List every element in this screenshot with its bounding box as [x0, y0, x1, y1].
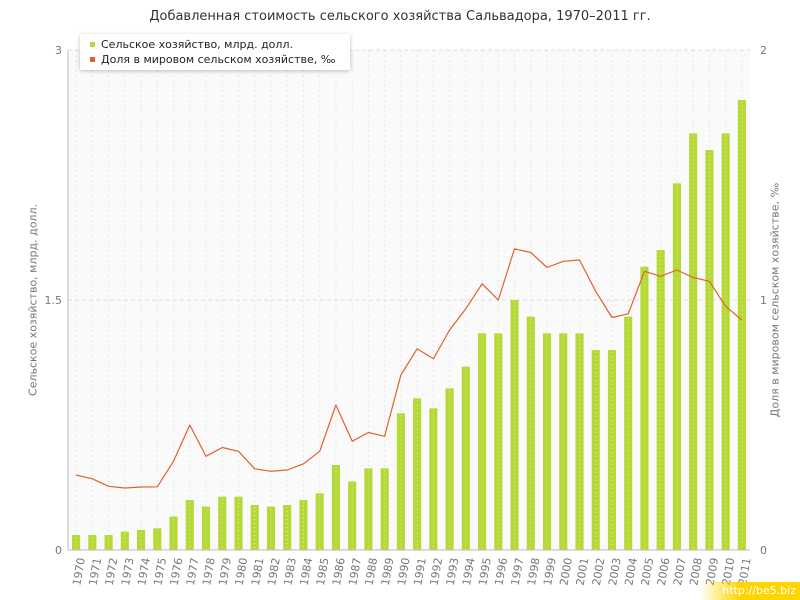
- y-axis-label-right: Доля в мировом сельском хозяйстве, ‰: [768, 182, 782, 418]
- bar: [169, 516, 178, 550]
- y-tick-label-left: 0: [55, 544, 62, 557]
- x-tick-label: 2007: [671, 557, 689, 587]
- bar: [299, 500, 308, 550]
- bar: [104, 535, 113, 550]
- x-tick-label: 1983: [281, 557, 299, 587]
- legend: Сельское хозяйство, млрд. долл. Доля в м…: [80, 34, 350, 70]
- bar: [461, 366, 470, 550]
- bar: [185, 500, 194, 550]
- y-tick-label-right: 0: [760, 544, 767, 557]
- x-tick-label: 2011: [736, 557, 754, 587]
- bar: [721, 133, 730, 551]
- bar: [120, 531, 129, 550]
- x-tick-label: 1996: [492, 557, 510, 587]
- legend-swatch-orange: [90, 56, 95, 62]
- bar: [591, 350, 600, 550]
- x-tick-label: 1970: [70, 557, 88, 587]
- x-tick-label: 1985: [314, 557, 332, 587]
- x-tick-label: 1993: [444, 557, 462, 587]
- y-tick-label-right: 1: [760, 294, 767, 307]
- x-tick-label: 2004: [622, 557, 640, 587]
- bar: [413, 398, 422, 550]
- bar: [364, 468, 373, 550]
- x-tick-label: 1979: [216, 557, 234, 587]
- bar: [478, 333, 487, 550]
- bar: [445, 388, 454, 550]
- bar: [624, 316, 633, 550]
- bar: [315, 493, 324, 550]
- x-tick-label: 2002: [590, 557, 608, 587]
- x-tick-label: 1984: [298, 557, 316, 587]
- bar: [689, 133, 698, 551]
- x-tick-label: 1995: [476, 557, 494, 587]
- x-tick-label: 1982: [265, 557, 283, 587]
- x-tick-label: 1973: [119, 557, 137, 587]
- x-tick-label: 1986: [330, 557, 348, 587]
- x-tick-label: 2008: [687, 557, 705, 587]
- x-tick-label: 1992: [428, 557, 446, 587]
- x-tick-label: 1981: [249, 557, 267, 587]
- bar: [201, 506, 211, 550]
- x-tick-label: 2009: [704, 557, 722, 587]
- x-tick-label: 2003: [606, 557, 624, 587]
- x-tick-label: 2005: [639, 557, 657, 587]
- y-tick-label-right: 2: [760, 44, 767, 57]
- x-tick-label: 1999: [541, 557, 559, 587]
- bar: [396, 413, 405, 550]
- x-tick-label: 2006: [655, 557, 673, 587]
- bar: [542, 333, 552, 550]
- bar: [266, 506, 276, 550]
- bar: [575, 333, 584, 550]
- bar: [705, 150, 714, 550]
- x-tick-label: 1971: [87, 557, 105, 587]
- y-axis-label-left: Сельское хозяйство, млрд. долл.: [26, 204, 40, 396]
- legend-item-agriculture[interactable]: Сельское хозяйство, млрд. долл.: [90, 38, 293, 51]
- x-tick-label: 1977: [184, 557, 202, 587]
- x-tick-label: 1991: [411, 557, 429, 587]
- series-line-world-share: [75, 248, 743, 489]
- legend-swatch-green: [90, 41, 95, 47]
- legend-label: Доля в мировом сельском хозяйстве, ‰: [101, 53, 336, 66]
- legend-item-world-share[interactable]: Доля в мировом сельском хозяйстве, ‰: [90, 53, 335, 66]
- x-tick-label: 1976: [168, 557, 186, 587]
- bar: [526, 316, 535, 550]
- bar: [380, 468, 389, 550]
- bar: [672, 183, 681, 551]
- bar: [88, 535, 97, 550]
- bar: [494, 333, 503, 550]
- bar: [737, 100, 746, 550]
- x-tick-label: 1990: [395, 557, 413, 587]
- x-tick-label: 1989: [379, 557, 397, 587]
- bar: [72, 535, 81, 550]
- y-tick-label-left: 3: [55, 44, 62, 57]
- x-tick-label: 1980: [233, 557, 251, 587]
- x-tick-label: 1987: [346, 557, 364, 587]
- x-tick-label: 1998: [525, 557, 543, 587]
- bar: [559, 333, 568, 550]
- x-tick-label: 1997: [509, 557, 527, 587]
- x-tick-label: 1974: [135, 557, 153, 587]
- legend-label: Сельское хозяйство, млрд. долл.: [101, 38, 293, 51]
- bar: [510, 300, 519, 550]
- x-tick-label: 1978: [200, 557, 218, 587]
- x-tick-label: 1988: [363, 557, 381, 587]
- x-tick-label: 2000: [557, 557, 575, 587]
- x-tick-label: 1994: [460, 557, 478, 587]
- x-tick-label: 1972: [103, 557, 121, 587]
- x-tick-label: 1975: [151, 557, 169, 587]
- watermark-link[interactable]: http://be5.biz: [700, 582, 800, 600]
- y-tick-label-left: 1.5: [45, 294, 63, 307]
- chart-title: Добавленная стоимость сельского хозяйств…: [149, 9, 651, 24]
- x-tick-label: 2001: [574, 557, 592, 587]
- bar: [607, 350, 617, 550]
- x-tick-label: 2010: [720, 557, 738, 587]
- bar: [640, 266, 649, 550]
